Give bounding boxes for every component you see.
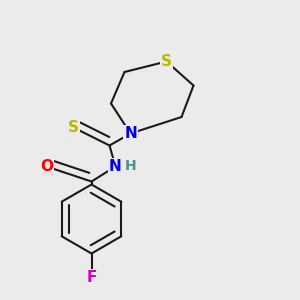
Text: N: N [124,126,137,141]
Text: N: N [109,159,122,174]
Text: H: H [125,160,136,173]
Text: S: S [68,120,79,135]
Text: F: F [86,270,97,285]
Text: S: S [161,54,172,69]
Text: O: O [40,159,53,174]
